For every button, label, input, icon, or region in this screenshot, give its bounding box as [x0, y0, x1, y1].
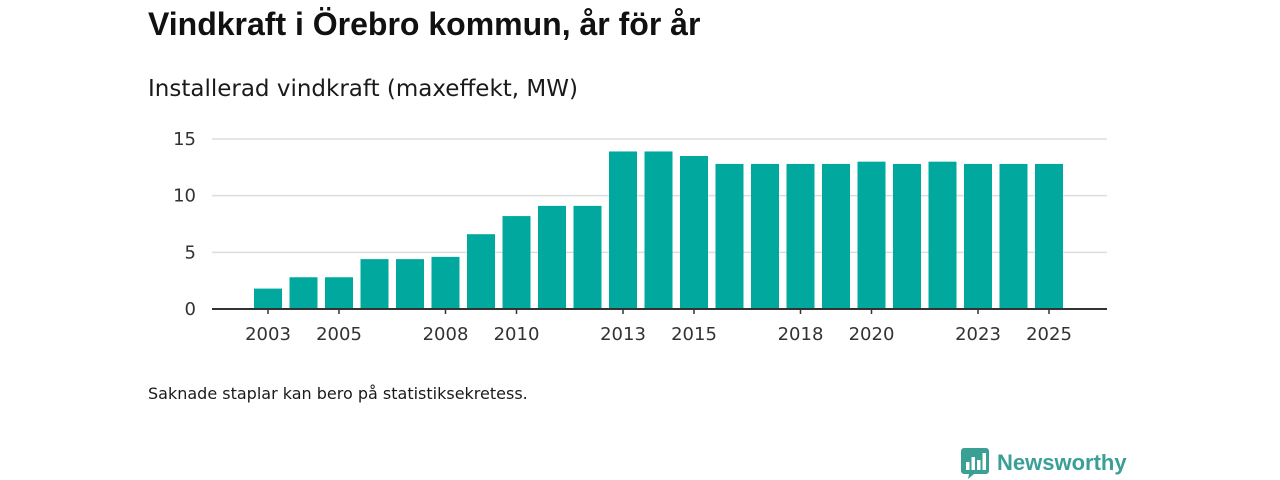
- y-tick-label: 0: [185, 299, 196, 320]
- bar-chart: 0 5 10 15 2003 2005 2008 2010 2013 2015 2018 2020 20…: [173, 129, 1107, 345]
- bar-2012: [573, 205, 602, 309]
- x-tick-label: 2005: [316, 324, 362, 345]
- bar-2020: [857, 161, 886, 309]
- bar-2013: [609, 151, 637, 309]
- newsworthy-logo-icon: [961, 448, 989, 479]
- chart-title: Vindkraft i Örebro kommun, år för år: [148, 6, 701, 42]
- axes: 0 5 10 15 2003 2005 2008 2010 2013 2015 2018 2020 20…: [173, 129, 1107, 345]
- bar-2021: [893, 163, 921, 309]
- bar-2019: [822, 163, 850, 309]
- x-tick-label: 2003: [245, 324, 291, 345]
- bar-2024: [999, 163, 1028, 309]
- bars: [254, 151, 1063, 309]
- x-tick-label: 2010: [494, 324, 540, 345]
- bar-2015: [680, 156, 708, 309]
- chart-subtitle: Installerad vindkraft (maxeffekt, MW): [148, 76, 578, 102]
- bar-2007: [396, 259, 424, 309]
- brand-name: Newsworthy: [997, 450, 1127, 475]
- x-tick-label: 2013: [600, 324, 646, 345]
- bar-2018: [786, 163, 815, 309]
- footnote: Saknade staplar kan bero på statistiksek…: [148, 384, 528, 403]
- bar-2005: [325, 277, 353, 309]
- bar-2016: [715, 163, 744, 309]
- bar-2022: [928, 161, 957, 309]
- bar-2010: [502, 216, 531, 309]
- y-tick-label: 15: [173, 129, 196, 150]
- brand: Newsworthy: [961, 446, 1127, 480]
- y-tick-label: 10: [173, 186, 196, 207]
- x-tick-label: 2023: [955, 324, 1001, 345]
- x-tick-label: 2025: [1026, 324, 1072, 345]
- x-tick-label: 2020: [849, 324, 895, 345]
- bar-2011: [538, 205, 566, 309]
- x-tick-label: 2018: [778, 324, 824, 345]
- bar-2025: [1035, 163, 1063, 309]
- bar-2008: [431, 256, 460, 309]
- bar-2014: [644, 151, 673, 309]
- x-tick-label: 2008: [423, 324, 469, 345]
- x-tick-label: 2015: [671, 324, 717, 345]
- bar-2003: [254, 288, 282, 309]
- bar-2009: [467, 234, 495, 309]
- bar-2006: [360, 259, 389, 309]
- y-tick-label: 5: [185, 242, 196, 263]
- bar-2004: [289, 277, 318, 309]
- bar-2017: [751, 163, 779, 309]
- bar-2023: [964, 163, 992, 309]
